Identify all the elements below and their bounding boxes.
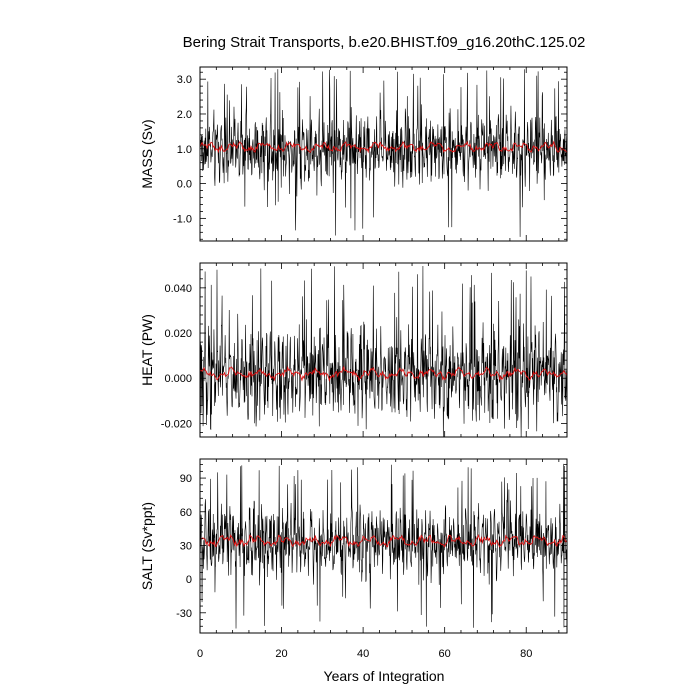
y-tick-label: 0.000 — [164, 373, 192, 385]
x-tick-label: 20 — [275, 648, 287, 660]
y-tick-label: 3.0 — [177, 74, 192, 86]
y-axis-title: HEAT (PW) — [139, 314, 155, 386]
x-tick-label: 0 — [197, 648, 203, 660]
y-tick-label: 2.0 — [177, 109, 192, 121]
monthly-series-line — [200, 463, 567, 629]
x-tick-label: 40 — [357, 648, 369, 660]
y-axis-title: MASS (Sv) — [139, 119, 155, 188]
panel-frame — [199, 458, 568, 634]
annual-mean-line — [200, 534, 567, 548]
panel-3: -30 0 30 60 90 SALT (Sv*ppt) — [139, 458, 568, 634]
y-tick-label: 0.020 — [164, 328, 192, 340]
monthly-series-line — [200, 69, 567, 237]
x-axis-title: Years of Integration — [324, 668, 445, 684]
x-tick-label: 80 — [520, 648, 532, 660]
y-tick-label: -0.020 — [161, 418, 192, 430]
panel-frame — [199, 262, 568, 438]
annual-mean-line — [200, 365, 567, 382]
y-tick-label: 30 — [180, 540, 192, 552]
panel-frame — [199, 66, 568, 242]
panels-group: -1.0 0.0 1.0 2.0 3.0 MASS (Sv) -0.020 0.000 0.02… — [139, 66, 568, 660]
monthly-series-line — [200, 265, 567, 437]
y-tick-label: 0 — [186, 574, 192, 586]
y-axis-title: SALT (Sv*ppt) — [139, 502, 155, 590]
chart-title: Bering Strait Transports, b.e20.BHIST.f0… — [183, 34, 586, 51]
panel-1: -1.0 0.0 1.0 2.0 3.0 MASS (Sv) — [139, 66, 568, 242]
y-tick-label: -30 — [176, 608, 192, 620]
panel-2: -0.020 0.000 0.020 0.040 HEAT (PW) — [139, 262, 568, 438]
y-tick-label: -1.0 — [173, 213, 192, 225]
y-tick-label: 0.0 — [177, 179, 192, 191]
y-tick-label: 0.040 — [164, 283, 192, 295]
y-tick-label: 90 — [180, 473, 192, 485]
y-tick-label: 1.0 — [177, 144, 192, 156]
x-tick-label: 60 — [439, 648, 451, 660]
y-tick-label: 60 — [180, 507, 192, 519]
annual-mean-line — [200, 140, 567, 154]
